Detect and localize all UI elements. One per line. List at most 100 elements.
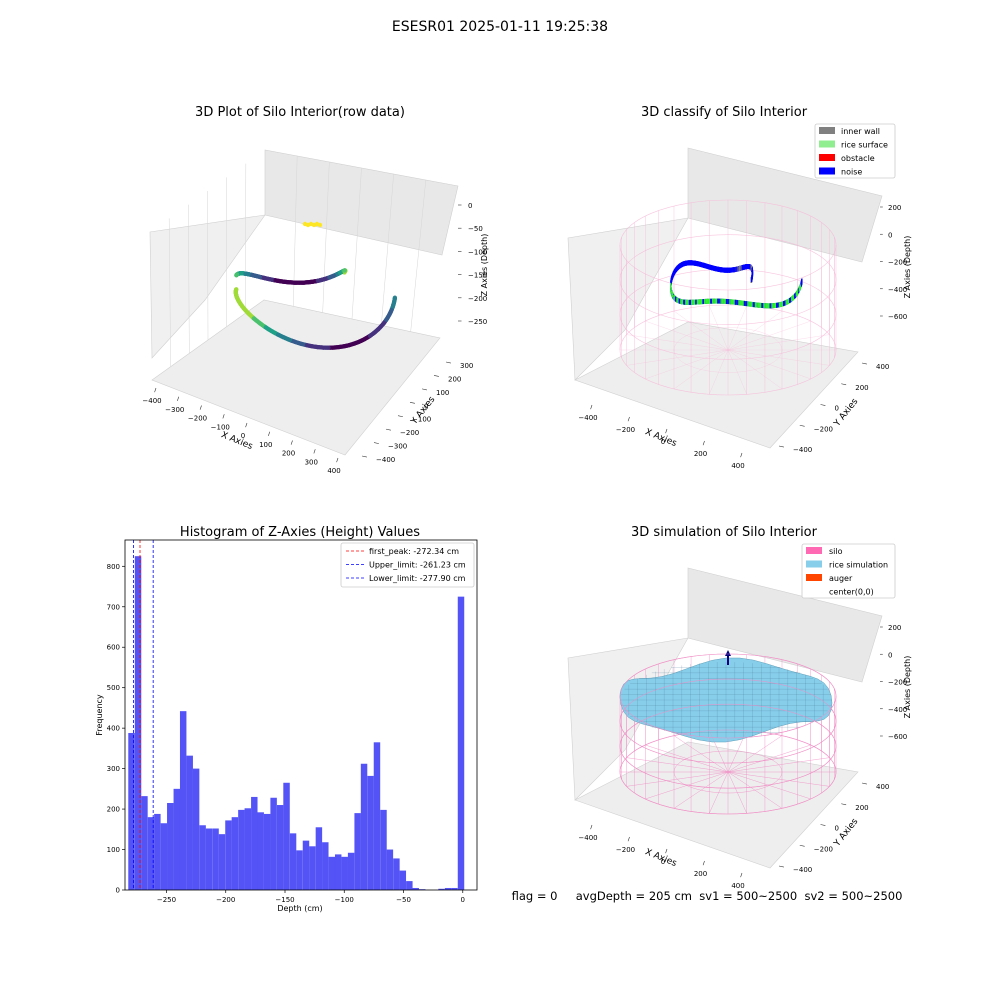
simulation-3d-title: 3D simulation of Silo Interior [631,525,818,540]
histogram-bar [231,817,239,890]
histogram-reference-lines [133,540,154,890]
raw-3d-point [353,341,358,346]
raw-3d-point [239,271,244,276]
simulation-3d-z-tick-label: −600 [888,733,907,741]
histogram-bar [457,596,465,890]
raw-3d-x-ticks: −400 −300 −200 −100 0 100 200 300 400 [142,387,341,475]
histogram-x-tick-label: −50 [396,896,411,904]
raw-3d-point [251,316,256,321]
classify-3d-z-tick-label: −400 [888,286,907,294]
classify-3d-back-pane-left [567,217,689,381]
classify-3d-y-tick-label: −400 [793,446,812,454]
raw-3d-point [235,272,240,277]
classify-3d-x-tick-mark [627,416,630,422]
raw-3d-y-tick-mark [409,401,415,404]
raw-3d-z-tick-label: −250 [468,318,487,326]
raw-3d-z-ticks: 0 −50 −100 −150 −200 −250 [458,202,487,326]
raw-3d-point [293,280,298,285]
raw-3d-x-tick-mark [177,396,180,402]
simulation-3d-x-tick-mark [740,872,743,878]
raw-3d-z-tick-label: −150 [468,272,487,280]
simulation-3d-x-tick-label: 200 [694,870,707,878]
simulation-3d-z-tick-label: 0 [888,651,892,659]
histogram-bar [451,887,458,890]
histogram-y-tick-label: 600 [107,644,120,652]
raw-3d-point [263,325,268,330]
raw-3d-point [385,316,390,321]
simulation-3d-y-tick-mark [820,824,826,826]
histogram-y-tick-label: 0 [116,887,120,895]
raw-3d-y-tick-label: −400 [376,456,395,464]
figure-suptitle: ESESR01 2025-01-11 19:25:38 [392,19,608,35]
raw-3d-point [272,330,277,335]
simulation-3d-y-tick-label: 200 [855,804,868,812]
histogram-legend-box [340,542,475,588]
simulation-3d-x-tick-label: 0 [661,858,665,866]
histogram-bar [128,733,135,890]
raw-3d-y-tick-mark [445,361,451,364]
histogram-bar [419,889,426,890]
histogram-x-tick-label: 0 [461,896,465,904]
silo-wire-ring [619,703,837,789]
classify-3d-legend-label: noise [841,168,862,177]
histogram-bar [406,881,413,890]
raw-3d-point [391,302,396,307]
histogram-ylabel: Frequency [95,694,104,736]
histogram-y-tick-label: 800 [107,563,120,571]
classify-3d-y-tick-label: 200 [855,384,868,392]
raw-3d-point [347,343,352,348]
histogram-bar [328,856,336,890]
simulation-3d-y-tick-label: −200 [814,845,833,853]
raw-3d-x-tick-label: −300 [165,406,184,414]
classify-3d-legend-label: inner wall [841,127,880,136]
classify-3d-legend-swatch [819,154,835,161]
raw-3d-x-tick-label: 0 [241,432,245,440]
raw-3d-x-tick-label: −100 [211,423,230,431]
raw-3d-y-tick-label: 200 [448,375,461,383]
raw-3d-point [269,277,274,282]
simulation-3d-legend-label: auger [829,574,853,583]
classify-3d-point-cloud [670,260,803,309]
histogram-title: Histogram of Z-Axies (Height) Values [180,525,420,540]
classify-3d-z-tick-label: −600 [888,313,907,321]
panel-classify-3d: 3D classify of Silo Interior −400−200020… [567,105,912,470]
simulation-3d-legend-box [801,543,896,599]
raw-3d-x-tick-mark [199,405,202,410]
classify-3d-back-pane-right [687,147,883,263]
classify-3d-legend-swatch [819,140,835,148]
histogram-y-tick-label: 100 [107,846,120,854]
simulation-3d-x-tick-mark [702,860,705,866]
simulation-3d-legend-swatch [806,547,822,554]
raw-3d-point [275,332,281,337]
histogram-legend-label: first_peak: -272.34 cm [369,547,459,556]
simulation-3d-legend-swatch [806,574,822,581]
raw-3d-point [359,338,364,343]
classify-3d-z-ticks: 200 0 −200 −400 −600 [880,204,907,321]
simulation-3d-x-tick-mark [665,848,668,854]
histogram-bar [283,782,290,890]
simulation-3d-legend-label: rice simulation [829,561,888,570]
raw-3d-y-tick-mark [373,442,379,444]
histogram-bar [438,888,445,890]
raw-3d-x-tick-mark [268,431,271,437]
raw-3d-point [251,273,256,278]
simulation-3d-y-tick-mark [861,782,867,785]
histogram-bar [225,820,232,890]
classify-3d-x-tick-label: 0 [661,438,665,446]
raw-3d-x-tick-mark [245,422,248,428]
classify-3d-x-tick-label: 400 [731,462,744,470]
histogram-legend-label: Lower_limit: -277.90 cm [369,574,466,583]
raw-3d-point [321,277,326,282]
raw-3d-y-tick-label: −200 [400,429,419,437]
histogram-x-tick-label: −150 [275,896,294,904]
histogram-bar [186,755,193,890]
histogram-bar [360,763,368,890]
raw-3d-x-tick-mark [154,387,157,393]
raw-3d-x-tick-mark [222,414,225,419]
raw-3d-point [273,278,278,283]
histogram-bar [199,825,206,890]
classify-3d-y-ticks: −400 −200 0 200 400 [778,362,889,454]
raw-3d-y-tick-label: 300 [460,362,473,370]
silo-wire-ring [673,327,783,373]
